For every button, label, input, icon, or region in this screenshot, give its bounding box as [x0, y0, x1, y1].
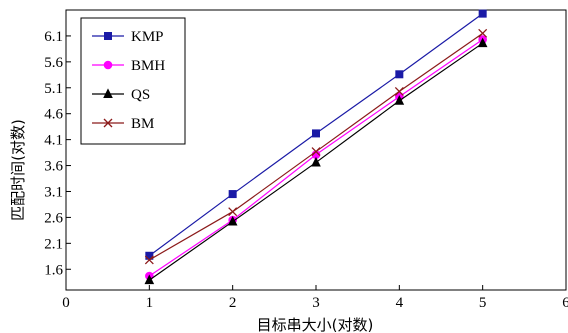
x-tick-label: 4 — [396, 295, 404, 311]
legend-label-bm: BM — [131, 116, 154, 132]
data-point-bm — [144, 255, 154, 265]
series-line-bm — [149, 32, 484, 261]
x-tick-label: 1 — [146, 295, 154, 311]
y-tick-label: 3.1 — [44, 184, 63, 200]
data-point-qs — [477, 37, 488, 48]
x-tick-label: 6 — [562, 295, 568, 311]
x-ticks: 0 1 2 3 4 5 6 — [62, 285, 568, 311]
y-tick-label: 2.6 — [44, 210, 63, 226]
x-axis-label: 目标串大小(对数) — [257, 316, 374, 333]
series-qs — [144, 37, 488, 285]
y-tick-label: 4.6 — [44, 107, 63, 123]
x-marker-stroke — [144, 255, 154, 265]
y-tick-label: 5.6 — [44, 55, 63, 71]
data-point-kmp — [312, 129, 320, 138]
legend-marker-kmp — [104, 32, 112, 40]
x-tick-label: 3 — [312, 295, 320, 311]
y-tick-label: 1.6 — [44, 262, 63, 278]
data-point-bm — [478, 28, 488, 38]
y-tick-label: 6.1 — [44, 29, 63, 45]
x-marker-stroke — [228, 207, 238, 217]
x-marker-stroke — [311, 147, 321, 157]
y-tick-label: 4.1 — [44, 133, 63, 149]
data-point-kmp — [478, 9, 487, 18]
data-point-qs — [227, 215, 238, 226]
y-ticks: 1.6 2.1 2.6 3.1 3.6 4.1 4.6 5.1 5.6 6.1 — [44, 29, 71, 278]
x-marker-stroke — [103, 118, 113, 128]
x-tick-label: 0 — [62, 295, 70, 311]
data-point-qs — [144, 274, 155, 285]
y-tick-label: 2.1 — [44, 236, 63, 252]
legend-label-qs: QS — [131, 87, 150, 103]
data-point-kmp — [228, 190, 237, 199]
legend-marker-qs — [103, 88, 113, 98]
legend-label-kmp: KMP — [131, 29, 164, 45]
legend-label-bmh: BMH — [131, 58, 165, 74]
series-bm — [144, 28, 488, 265]
series-kmp — [145, 9, 487, 260]
legend: KMP BMH QS BM — [80, 17, 186, 145]
y-tick-label: 5.1 — [44, 81, 63, 97]
series-group — [144, 9, 488, 285]
x-marker-stroke — [394, 86, 404, 96]
y-tick-label: 3.6 — [44, 159, 63, 175]
legend-marker-bm — [103, 118, 113, 128]
data-point-bm — [228, 207, 238, 217]
legend-marker-bmh — [103, 60, 113, 70]
x-tick-label: 5 — [479, 295, 487, 311]
x-marker-stroke — [478, 28, 488, 38]
x-tick-label: 2 — [229, 295, 237, 311]
data-point-qs — [394, 95, 405, 105]
y-axis-label: 匹配时间(对数) — [9, 119, 27, 221]
data-point-bm — [394, 86, 404, 96]
data-point-kmp — [395, 70, 404, 79]
data-point-qs — [311, 156, 321, 167]
data-point-bm — [311, 147, 321, 157]
